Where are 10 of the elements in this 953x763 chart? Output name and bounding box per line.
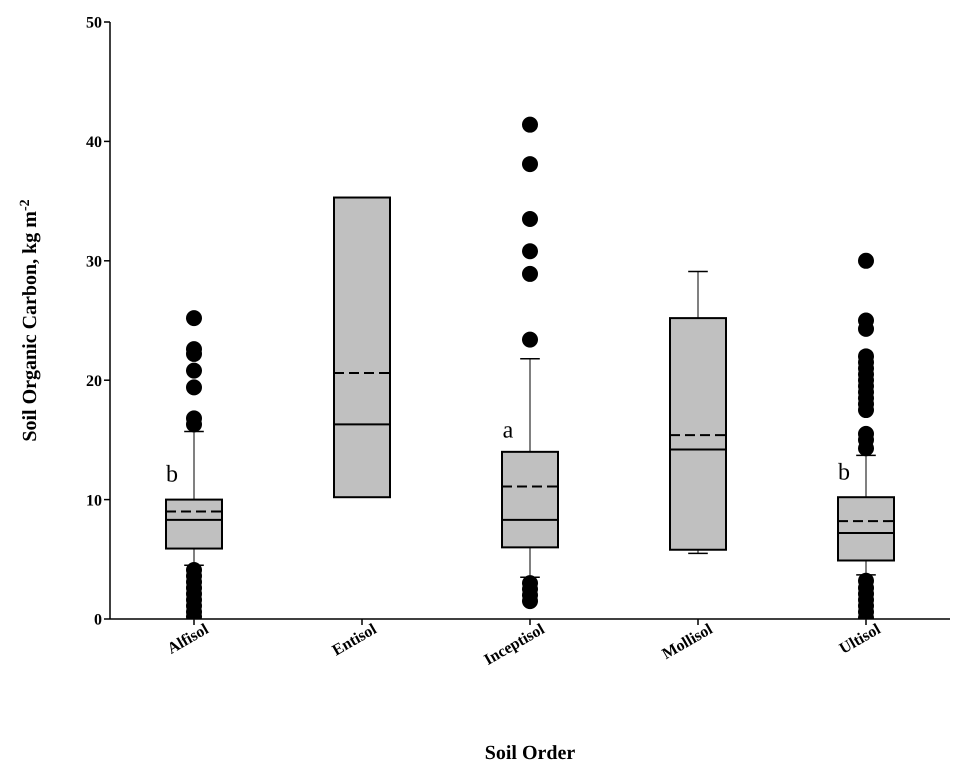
y-tick-label: 30 bbox=[86, 253, 102, 270]
annotation: b bbox=[166, 462, 178, 488]
annotation: a bbox=[502, 418, 514, 444]
annotation: b bbox=[838, 459, 850, 486]
y-tick-label: 0 bbox=[94, 612, 102, 629]
x-axis-title: Soil Order bbox=[484, 742, 576, 763]
y-tick-label: 50 bbox=[86, 14, 102, 32]
y-tick-label: 40 bbox=[86, 134, 102, 152]
y-tick-label: 10 bbox=[86, 492, 102, 510]
y-tick-label: 20 bbox=[86, 372, 102, 390]
